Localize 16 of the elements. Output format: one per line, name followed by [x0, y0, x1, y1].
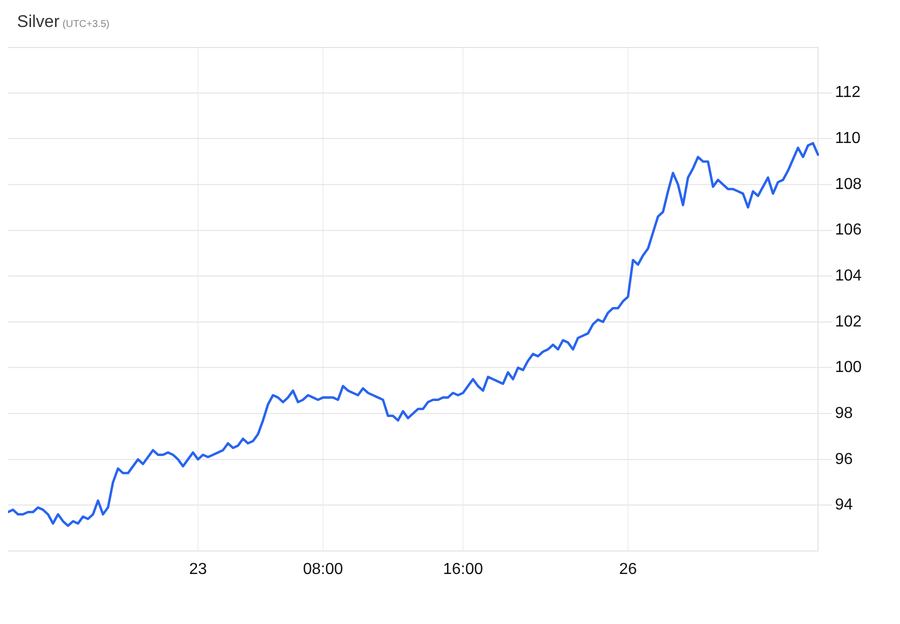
y-tick-label: 104: [835, 267, 862, 284]
y-tick-label: 106: [835, 222, 862, 239]
x-tick-label: 23: [189, 561, 207, 578]
x-tick-label: 16:00: [442, 561, 484, 578]
x-tick-label: 26: [619, 561, 637, 578]
y-tick-label: 102: [835, 313, 862, 330]
y-tick-label: 94: [835, 496, 853, 514]
y-tick-label: 96: [835, 450, 853, 468]
y-tick-label: 98: [835, 404, 853, 422]
y-tick-label: 112: [835, 84, 861, 102]
y-tick-label: 110: [835, 130, 861, 148]
x-tick-label: 08:00: [302, 561, 344, 578]
chart-title: Silver: [17, 12, 60, 31]
y-tick-label: 108: [835, 176, 862, 193]
chart-subtitle: (UTC+3.5): [62, 19, 110, 30]
y-tick-label: 100: [835, 359, 862, 376]
